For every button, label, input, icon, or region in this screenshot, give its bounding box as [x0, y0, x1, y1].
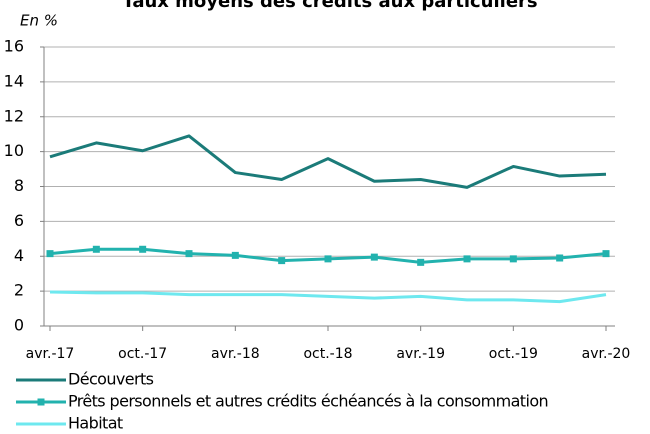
- series-line: [49, 290, 607, 304]
- legend-label: Découverts: [68, 370, 154, 389]
- point-marker: [602, 250, 610, 258]
- point-marker: [324, 255, 332, 263]
- y-tick-label: 16: [4, 37, 24, 56]
- x-tick-label: avr.-18: [211, 346, 260, 362]
- x-tick-label: avr.-19: [396, 346, 445, 362]
- legend-label: Habitat: [68, 414, 123, 433]
- y-tick-label: 10: [4, 141, 24, 160]
- legend-label: Prêts personnels et autres crédits échéa…: [68, 392, 548, 411]
- point-marker: [556, 254, 564, 262]
- point-marker: [463, 255, 471, 263]
- y-tick-label: 2: [14, 281, 24, 300]
- x-tick-label: avr.-20: [582, 346, 631, 362]
- point-marker: [231, 251, 239, 259]
- y-tick-label: 4: [14, 246, 24, 265]
- point-marker: [417, 258, 425, 266]
- y-tick-label: 8: [14, 176, 24, 195]
- point-marker: [370, 253, 378, 261]
- y-tick-label: 6: [14, 211, 24, 230]
- point-marker: [509, 255, 517, 263]
- point-marker: [278, 257, 286, 265]
- point-marker: [92, 245, 100, 253]
- point-marker: [46, 250, 54, 258]
- chart-title: Taux moyens des crédits aux particuliers: [122, 0, 537, 12]
- point-marker: [139, 245, 147, 253]
- y-tick-label: 14: [4, 71, 24, 90]
- chart-subtitle: En %: [20, 12, 58, 30]
- x-tick-label: oct.-18: [303, 346, 352, 362]
- legend-marker: [37, 398, 45, 406]
- x-tick-label: avr.-17: [26, 346, 75, 362]
- y-tick-label: 0: [14, 316, 24, 335]
- y-tick-label: 12: [4, 106, 24, 125]
- point-marker: [185, 250, 193, 258]
- series-line: [49, 134, 607, 189]
- x-tick-label: oct.-19: [489, 346, 538, 362]
- x-tick-label: oct.-17: [118, 346, 167, 362]
